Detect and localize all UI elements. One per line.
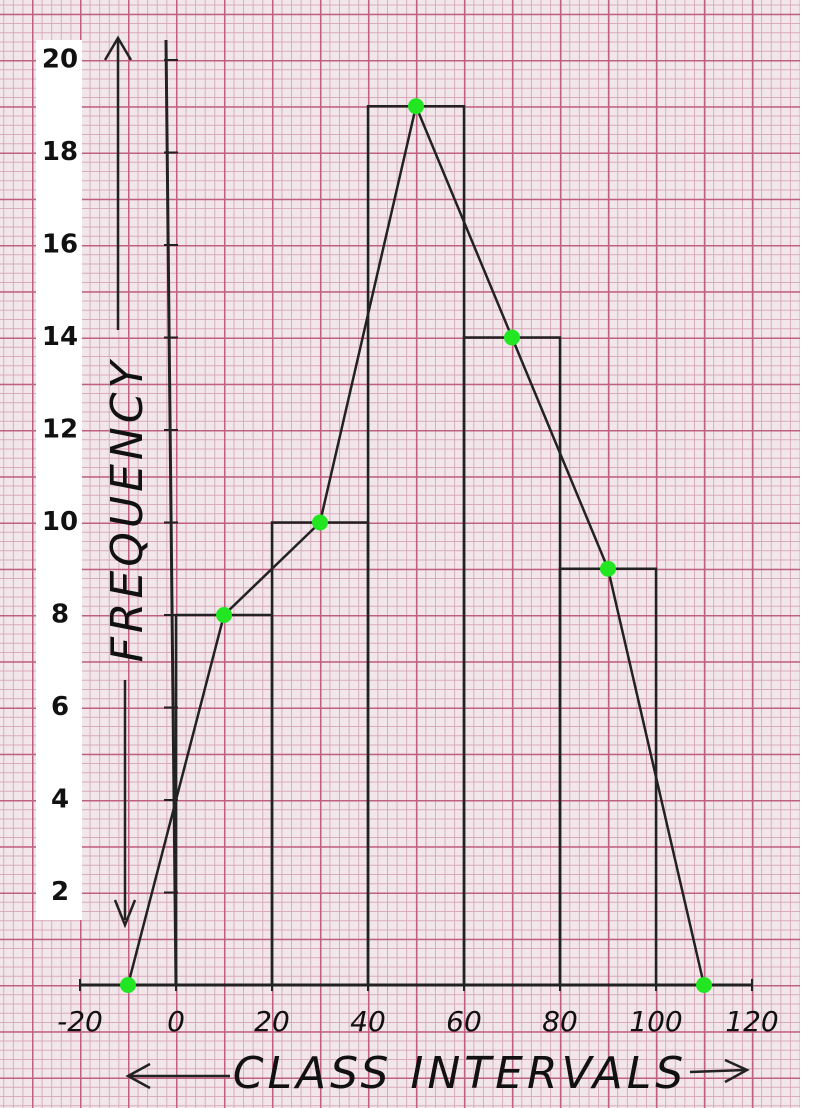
y-tick-label: 6: [51, 692, 69, 722]
y-axis-title: FREQUENCY: [102, 358, 153, 663]
frequency-polygon: [128, 106, 704, 985]
bar: [464, 338, 560, 986]
y-tick-label: 10: [42, 507, 78, 537]
bar: [560, 569, 656, 985]
polygon-point: [312, 515, 328, 531]
x-tick-label: 40: [350, 1005, 386, 1038]
x-tick-label: 60: [446, 1005, 482, 1038]
graph-paper: FREQUENCY CLASS INTERVALS 2 4 6 8 10 12 14 16 18…: [0, 0, 800, 1108]
x-axis-title: CLASS INTERVALS: [233, 1048, 687, 1099]
chart: FREQUENCY CLASS INTERVALS 2 4 6 8 10 12 14 16 18…: [0, 0, 800, 1108]
x-tick-label: 80: [542, 1005, 578, 1038]
y-tick-label: 2: [51, 877, 69, 907]
x-tick-label: 20: [254, 1005, 290, 1038]
bar: [368, 106, 464, 985]
polygon-point: [504, 330, 520, 346]
polygon-point: [216, 607, 232, 623]
polygon-point: [600, 561, 616, 577]
polygon-point: [408, 98, 424, 114]
x-tick-label: 0: [167, 1005, 185, 1038]
x-tick-label: 100: [629, 1005, 682, 1038]
y-tick-label: 16: [42, 230, 78, 260]
polygon-point: [120, 977, 136, 993]
y-tick-label: 12: [42, 415, 78, 445]
x-tick-label: 120: [725, 1005, 778, 1038]
y-tick-label: 14: [42, 322, 78, 352]
y-tick-label: 4: [51, 785, 69, 815]
y-tick-label: 20: [42, 45, 78, 75]
y-tick-label: 18: [42, 137, 78, 167]
y-axis: [166, 40, 176, 985]
y-tick-label: 8: [51, 600, 69, 630]
bar: [272, 523, 368, 986]
polygon-point: [696, 977, 712, 993]
bar: [176, 615, 272, 985]
x-tick-label: -20: [57, 1005, 103, 1038]
